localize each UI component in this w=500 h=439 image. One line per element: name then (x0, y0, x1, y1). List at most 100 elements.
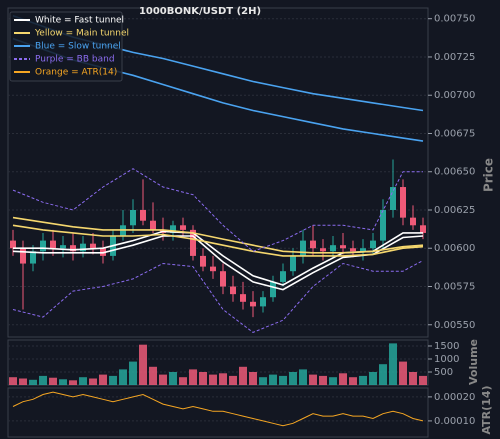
candle-body (230, 286, 236, 295)
volume-bar (199, 371, 207, 385)
volume-bar (39, 375, 47, 385)
candle-body (420, 225, 426, 233)
volume-bar (399, 361, 407, 385)
volume-bar (29, 379, 37, 385)
atr-panel (7, 387, 429, 438)
legend-label: Blue = Slow tunnel (35, 42, 121, 52)
volume-bar (159, 374, 167, 385)
candle-body (300, 240, 306, 256)
legend-label: Purple = BB band (35, 55, 115, 65)
candle-body (310, 240, 316, 249)
volume-bar (169, 371, 177, 385)
volume-bar (349, 377, 357, 385)
candle-body (90, 243, 96, 249)
candle-body (150, 220, 156, 230)
y-tick-label: 0.00600 (434, 243, 475, 254)
volume-bar (69, 380, 77, 385)
volume-bar (359, 375, 367, 385)
candle-body (200, 255, 206, 267)
volume-bar (389, 343, 397, 385)
y-tick-label: 0.00700 (434, 90, 475, 101)
volume-bar (119, 369, 127, 385)
volume-bar (189, 369, 197, 385)
y-tick-label: 0.00550 (434, 320, 475, 331)
candle-body (190, 229, 196, 256)
tunnel-line (12, 216, 424, 254)
y-axis-label: Volume (467, 339, 480, 385)
candle-body (10, 240, 16, 249)
candle-body (320, 248, 326, 252)
y-tick-label: 1000 (434, 354, 459, 365)
candle-body (380, 209, 386, 241)
candle-body (180, 225, 186, 230)
candle-body (140, 209, 146, 221)
volume-bar (209, 374, 217, 385)
y-tick-label: 0.00650 (434, 167, 475, 178)
volume-bar (299, 369, 307, 385)
volume-bar (9, 377, 17, 385)
candle-body (340, 245, 346, 249)
tunnel-line (12, 224, 424, 257)
volume-bar (139, 344, 147, 385)
volume-bar (239, 366, 247, 385)
candle-body (240, 294, 246, 302)
legend-box (9, 11, 123, 82)
candle-body (290, 255, 296, 272)
volume-bar (149, 366, 157, 385)
volume-bar (319, 375, 327, 385)
volume-bar (269, 374, 277, 385)
candle-body (220, 271, 226, 287)
candle-body (280, 271, 286, 282)
candle-body (360, 248, 366, 252)
tunnel-line (12, 260, 424, 333)
candle-body (60, 245, 66, 249)
volume-bar (49, 377, 57, 385)
volume-bar (409, 371, 417, 385)
volume-bar (279, 375, 287, 385)
volume-bar (259, 377, 267, 385)
y-tick-label: 0.00675 (434, 128, 475, 139)
atr-line (12, 391, 424, 427)
candle-body (210, 266, 216, 272)
volume-bar (19, 378, 27, 385)
volume-bar (309, 374, 317, 385)
tunnel-line (12, 168, 423, 252)
volume-bar (179, 377, 187, 385)
candle-body (330, 245, 336, 252)
volume-bar (289, 371, 297, 385)
y-tick-label: 1500 (434, 341, 459, 352)
y-axis-label: Price (482, 158, 496, 192)
volume-bar (329, 377, 337, 385)
candle-body (130, 209, 136, 226)
volume-bar (89, 378, 97, 385)
y-tick-label: 0.00725 (434, 52, 475, 63)
y-tick-label: 500 (434, 367, 453, 378)
y-tick-label: 0.00020 (434, 392, 475, 403)
candle-body (350, 248, 356, 252)
volume-bar (419, 375, 427, 385)
legend-label: White = Fast tunnel (35, 16, 124, 26)
legend-label: Orange = ATR(14) (35, 68, 117, 78)
candle-body (370, 240, 376, 249)
candle-body (30, 251, 36, 264)
candle-body (270, 281, 276, 298)
volume-panel (7, 339, 429, 386)
candle-body (250, 301, 256, 307)
candle-body (170, 225, 176, 233)
legend-label: Yellow = Main tunnel (34, 29, 129, 39)
volume-bar (129, 361, 137, 385)
volume-bar (249, 371, 257, 385)
y-tick-label: 0.00575 (434, 282, 475, 293)
candle-body (400, 187, 406, 218)
volume-bar (229, 375, 237, 385)
price-panel (7, 7, 429, 338)
candle-body (390, 187, 396, 210)
volume-bar (59, 379, 67, 385)
candle-body (260, 297, 266, 307)
candle-body (410, 217, 416, 226)
y-tick-label: 0.00010 (434, 416, 475, 427)
candle-body (50, 240, 56, 249)
volume-bar (99, 374, 107, 385)
y-tick-label: 0.00625 (434, 205, 475, 216)
